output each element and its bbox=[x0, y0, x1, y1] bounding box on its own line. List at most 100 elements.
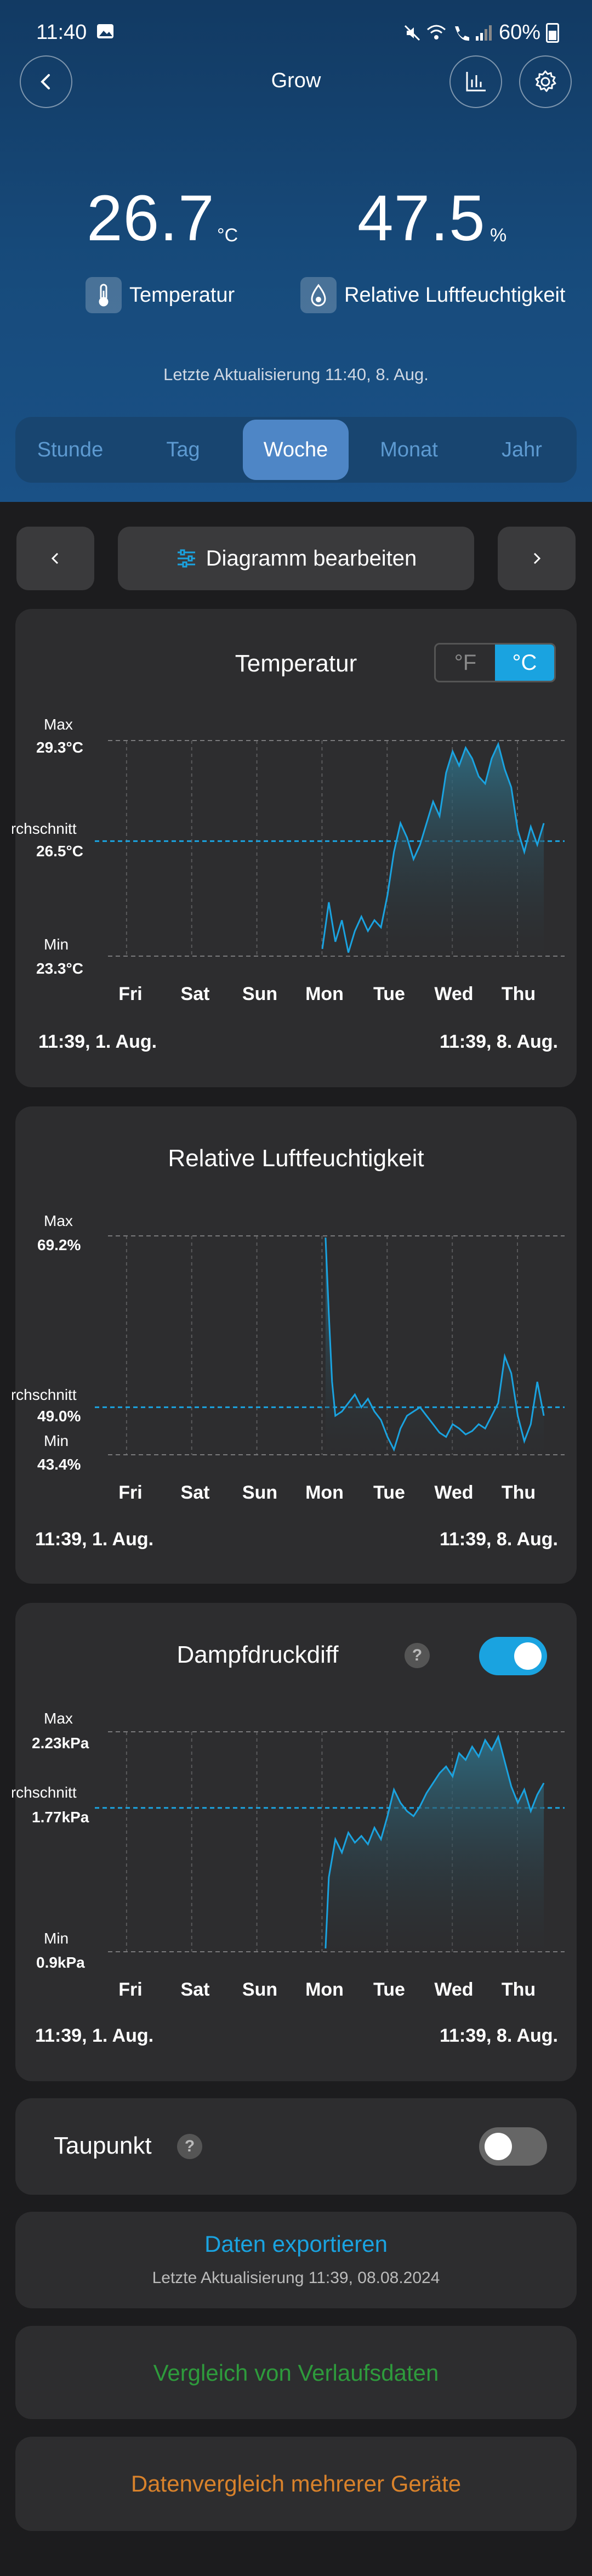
vpd-toggle[interactable] bbox=[479, 1637, 547, 1675]
settings-button[interactable] bbox=[519, 55, 572, 108]
day-label: Thu bbox=[502, 1482, 536, 1503]
temperature-value: 26.7 bbox=[87, 182, 215, 255]
wifi-icon bbox=[426, 25, 446, 39]
edit-chart-label: Diagramm bearbeiten bbox=[206, 546, 417, 570]
humidity-value: 47.5 bbox=[357, 182, 486, 255]
series-area bbox=[325, 1737, 544, 1952]
tab-jahr[interactable]: Jahr bbox=[502, 438, 542, 461]
status-icons: 60% bbox=[403, 21, 559, 44]
vpd-chart-card: Dampfdruckdiff ? Max 2.23kPa Durchschnit… bbox=[12, 1603, 577, 2081]
time-range-tabs: Stunde Tag Woche Monat Jahr bbox=[15, 417, 577, 483]
avg-label: Durchschnitt bbox=[12, 1386, 77, 1403]
humidity-drop-icon bbox=[300, 277, 337, 313]
battery-percent: 60% bbox=[498, 21, 540, 44]
day-label: Wed bbox=[434, 1979, 473, 2000]
tab-woche[interactable]: Woche bbox=[243, 420, 349, 480]
series-line bbox=[325, 1238, 545, 1452]
chevron-left-icon bbox=[51, 552, 59, 564]
day-label: Fri bbox=[118, 1979, 142, 2000]
day-label: Tue bbox=[373, 1979, 405, 2000]
tab-stunde[interactable]: Stunde bbox=[37, 438, 104, 461]
series-line bbox=[325, 1734, 545, 1949]
avg-value: 1.77kPa bbox=[32, 1809, 89, 1826]
range-end: 11:39, 8. Aug. bbox=[439, 1031, 558, 1052]
day-label: Sat bbox=[181, 984, 210, 1004]
max-value: 2.23kPa bbox=[32, 1735, 89, 1752]
range-end: 11:39, 8. Aug. bbox=[439, 2025, 558, 2046]
range-start: 11:39, 1. Aug. bbox=[35, 2025, 154, 2046]
dewpoint-toggle[interactable] bbox=[479, 2127, 547, 2166]
day-label: Tue bbox=[373, 984, 405, 1004]
day-label: Mon bbox=[305, 984, 344, 1004]
chevron-right-icon bbox=[533, 552, 541, 564]
export-button[interactable]: Daten exportieren bbox=[204, 2231, 388, 2257]
device-name: Grow bbox=[271, 69, 321, 92]
unit-celsius[interactable]: °C bbox=[495, 645, 554, 681]
day-label: Fri bbox=[118, 1482, 142, 1503]
range-end: 11:39, 8. Aug. bbox=[439, 1529, 558, 1550]
call-icon bbox=[454, 26, 469, 41]
chart-title: Relative Luftfeuchtigkeit bbox=[168, 1145, 424, 1172]
next-period-button[interactable] bbox=[498, 527, 576, 590]
export-card[interactable]: Daten exportieren Letzte Aktualisierung … bbox=[15, 2212, 577, 2308]
compare-devices-button[interactable]: Datenvergleich mehrerer Geräte bbox=[130, 2471, 462, 2496]
tab-monat[interactable]: Monat bbox=[380, 438, 438, 461]
day-label: Tue bbox=[373, 1482, 405, 1503]
edit-chart-button[interactable]: Diagramm bearbeiten bbox=[118, 527, 474, 590]
gear-icon bbox=[535, 70, 556, 92]
compare-history-button[interactable]: Vergleich von Verlaufsdaten bbox=[153, 2360, 439, 2386]
temperature-label: Temperatur bbox=[86, 277, 235, 313]
series-area bbox=[325, 1238, 544, 1455]
previous-period-button[interactable] bbox=[16, 527, 94, 590]
max-label: Max bbox=[44, 1710, 73, 1727]
dewpoint-card: Taupunkt ? bbox=[15, 2098, 577, 2195]
sliders-icon bbox=[177, 549, 195, 568]
max-label: Max bbox=[44, 716, 73, 733]
help-icon[interactable]: ? bbox=[177, 2134, 202, 2159]
compare-devices-card[interactable]: Datenvergleich mehrerer Geräte bbox=[15, 2437, 577, 2531]
unit-fahrenheit[interactable]: °F bbox=[454, 650, 477, 675]
dewpoint-label: Taupunkt bbox=[54, 2132, 152, 2159]
day-label: Sat bbox=[181, 1979, 210, 2000]
day-label: Sun bbox=[242, 1482, 277, 1503]
chevron-left-icon bbox=[41, 74, 50, 89]
range-start: 11:39, 1. Aug. bbox=[38, 1031, 157, 1052]
day-label: Thu bbox=[502, 1979, 536, 2000]
day-label: Thu bbox=[502, 984, 536, 1004]
compare-history-card[interactable]: Vergleich von Verlaufsdaten bbox=[15, 2326, 577, 2419]
day-label: Sun bbox=[242, 984, 277, 1004]
status-time: 11:40 bbox=[36, 21, 87, 44]
battery-icon bbox=[546, 22, 559, 43]
mute-icon bbox=[404, 25, 420, 41]
gallery-icon bbox=[97, 24, 113, 38]
help-icon[interactable]: ? bbox=[405, 1643, 430, 1668]
min-label: Min bbox=[44, 1930, 69, 1947]
header-panel: 11:40 60% Grow 26.7 °C 47.5 % Temperatur… bbox=[0, 0, 592, 502]
max-label: Max bbox=[44, 1212, 73, 1229]
bar-chart-icon bbox=[466, 72, 486, 92]
day-label: Sat bbox=[181, 1482, 210, 1503]
max-value: 69.2% bbox=[37, 1236, 81, 1253]
day-label: Wed bbox=[434, 1482, 473, 1503]
unit-toggle[interactable]: °F °C bbox=[434, 643, 556, 682]
statistics-button[interactable] bbox=[449, 55, 502, 108]
back-button[interactable] bbox=[20, 55, 72, 108]
day-label: Fri bbox=[118, 984, 142, 1004]
humidity-chart-card: Relative Luftfeuchtigkeit Max 69.2% Durc… bbox=[12, 1106, 577, 1584]
humidity-label: Relative Luftfeuchtigkeit bbox=[300, 277, 565, 313]
min-label: Min bbox=[44, 1432, 69, 1449]
thermometer-icon bbox=[86, 277, 122, 313]
range-start: 11:39, 1. Aug. bbox=[35, 1529, 154, 1550]
day-label: Mon bbox=[305, 1482, 344, 1503]
min-value: 0.9kPa bbox=[36, 1954, 85, 1971]
temperature-chart: Fri Sat Sun Mon Tue Wed Thu bbox=[95, 740, 565, 1004]
humidity-chart: Fri Sat Sun Mon Tue Wed Thu bbox=[95, 1235, 565, 1503]
humidity-label-text: Relative Luftfeuchtigkeit bbox=[344, 283, 566, 307]
day-label: Sun bbox=[242, 1979, 277, 2000]
series-line bbox=[321, 742, 545, 953]
status-bar: 11:40 60% bbox=[0, 14, 592, 53]
temperature-label-text: Temperatur bbox=[129, 283, 235, 307]
avg-value: 26.5°C bbox=[36, 843, 83, 860]
export-subtitle: Letzte Aktualisierung 11:39, 08.08.2024 bbox=[152, 2269, 440, 2287]
tab-tag[interactable]: Tag bbox=[166, 438, 200, 461]
